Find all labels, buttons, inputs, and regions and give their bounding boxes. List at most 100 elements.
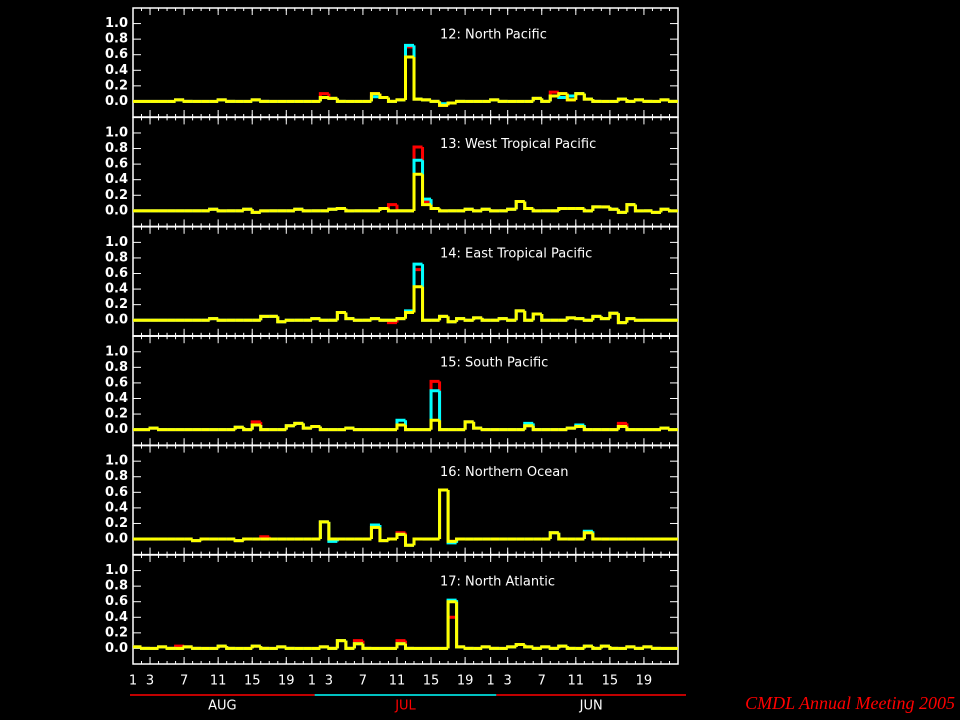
x-tick-label: 3 xyxy=(146,674,154,689)
step xyxy=(531,208,542,213)
step xyxy=(233,539,244,543)
step xyxy=(463,420,474,430)
step xyxy=(480,645,491,649)
step xyxy=(301,209,312,213)
panel-title: 17: North Atlantic xyxy=(440,575,555,590)
step xyxy=(386,208,397,213)
step xyxy=(310,317,321,321)
step xyxy=(599,644,610,649)
step xyxy=(386,97,397,103)
x-tick-label: 11 xyxy=(568,674,585,689)
step xyxy=(301,423,312,430)
y-tick-label: 1.0 xyxy=(105,454,128,469)
step xyxy=(642,645,653,649)
x-tick-label: 19 xyxy=(636,674,653,689)
x-tick-label: 19 xyxy=(457,674,474,689)
y-tick-label: 0.0 xyxy=(105,422,128,437)
step xyxy=(582,318,593,322)
step xyxy=(565,646,576,650)
step xyxy=(625,426,636,432)
step xyxy=(455,537,466,542)
y-tick-label: 0.4 xyxy=(105,610,128,625)
step xyxy=(395,98,406,102)
step xyxy=(523,201,534,210)
x-tick-label: 1 xyxy=(487,674,495,689)
step xyxy=(242,537,253,541)
step xyxy=(438,208,449,213)
step xyxy=(650,646,661,650)
step xyxy=(531,646,542,650)
step xyxy=(182,645,193,649)
y-tick-label: 0.2 xyxy=(105,516,128,531)
panel-title: 15: South Pacific xyxy=(440,356,548,371)
step xyxy=(608,206,619,211)
step xyxy=(489,646,500,650)
step xyxy=(480,317,491,322)
y-tick-label: 0.8 xyxy=(105,250,128,265)
step xyxy=(344,208,355,213)
step xyxy=(523,644,534,649)
step xyxy=(591,99,602,103)
step xyxy=(276,316,287,324)
y-tick-label: 0.4 xyxy=(105,391,128,406)
y-tick-label: 0.6 xyxy=(105,266,128,281)
step xyxy=(429,99,440,103)
step xyxy=(404,534,415,547)
step xyxy=(250,209,261,214)
step xyxy=(446,600,457,649)
step xyxy=(548,646,559,650)
step xyxy=(293,421,304,426)
step xyxy=(327,521,338,541)
step xyxy=(335,639,346,649)
step xyxy=(361,643,372,650)
step xyxy=(497,317,508,321)
step xyxy=(633,318,644,322)
step xyxy=(335,98,346,103)
step xyxy=(259,424,270,432)
y-tick-label: 0.0 xyxy=(105,532,128,547)
y-tick-label: 1.0 xyxy=(105,16,128,31)
x-tick-label: 11 xyxy=(210,674,227,689)
step xyxy=(395,317,406,321)
step xyxy=(250,98,261,102)
step xyxy=(225,646,236,650)
step xyxy=(574,92,585,100)
step xyxy=(548,531,559,540)
step xyxy=(565,316,576,321)
step xyxy=(259,646,270,650)
step xyxy=(608,646,619,650)
step xyxy=(191,646,202,650)
step xyxy=(276,645,287,649)
y-tick-label: 0.8 xyxy=(105,360,128,375)
step xyxy=(318,426,329,432)
step xyxy=(582,644,593,649)
step xyxy=(659,426,670,430)
step xyxy=(421,98,432,102)
step xyxy=(225,99,236,103)
step xyxy=(557,206,568,211)
y-tick-label: 0.0 xyxy=(105,313,128,328)
step xyxy=(438,420,449,432)
step xyxy=(531,312,542,321)
step xyxy=(352,428,363,432)
step xyxy=(531,96,542,102)
step xyxy=(557,532,568,541)
x-tick-label: 3 xyxy=(504,674,512,689)
y-tick-label: 0.6 xyxy=(105,375,128,390)
footer: CMDL Annual Meeting 2005 xyxy=(745,693,955,713)
panel-title: 14: East Tropical Pacific xyxy=(440,246,592,261)
step xyxy=(455,601,466,649)
step xyxy=(378,527,389,543)
step xyxy=(352,642,363,649)
step xyxy=(506,318,517,322)
step xyxy=(463,207,474,211)
y-tick-label: 0.8 xyxy=(105,469,128,484)
x-tick-label: 15 xyxy=(423,674,440,689)
step xyxy=(404,643,415,650)
panel-title: 13: West Tropical Pacific xyxy=(440,137,596,152)
step xyxy=(531,425,542,432)
step xyxy=(633,204,644,213)
step xyxy=(404,55,415,100)
step xyxy=(446,489,457,543)
